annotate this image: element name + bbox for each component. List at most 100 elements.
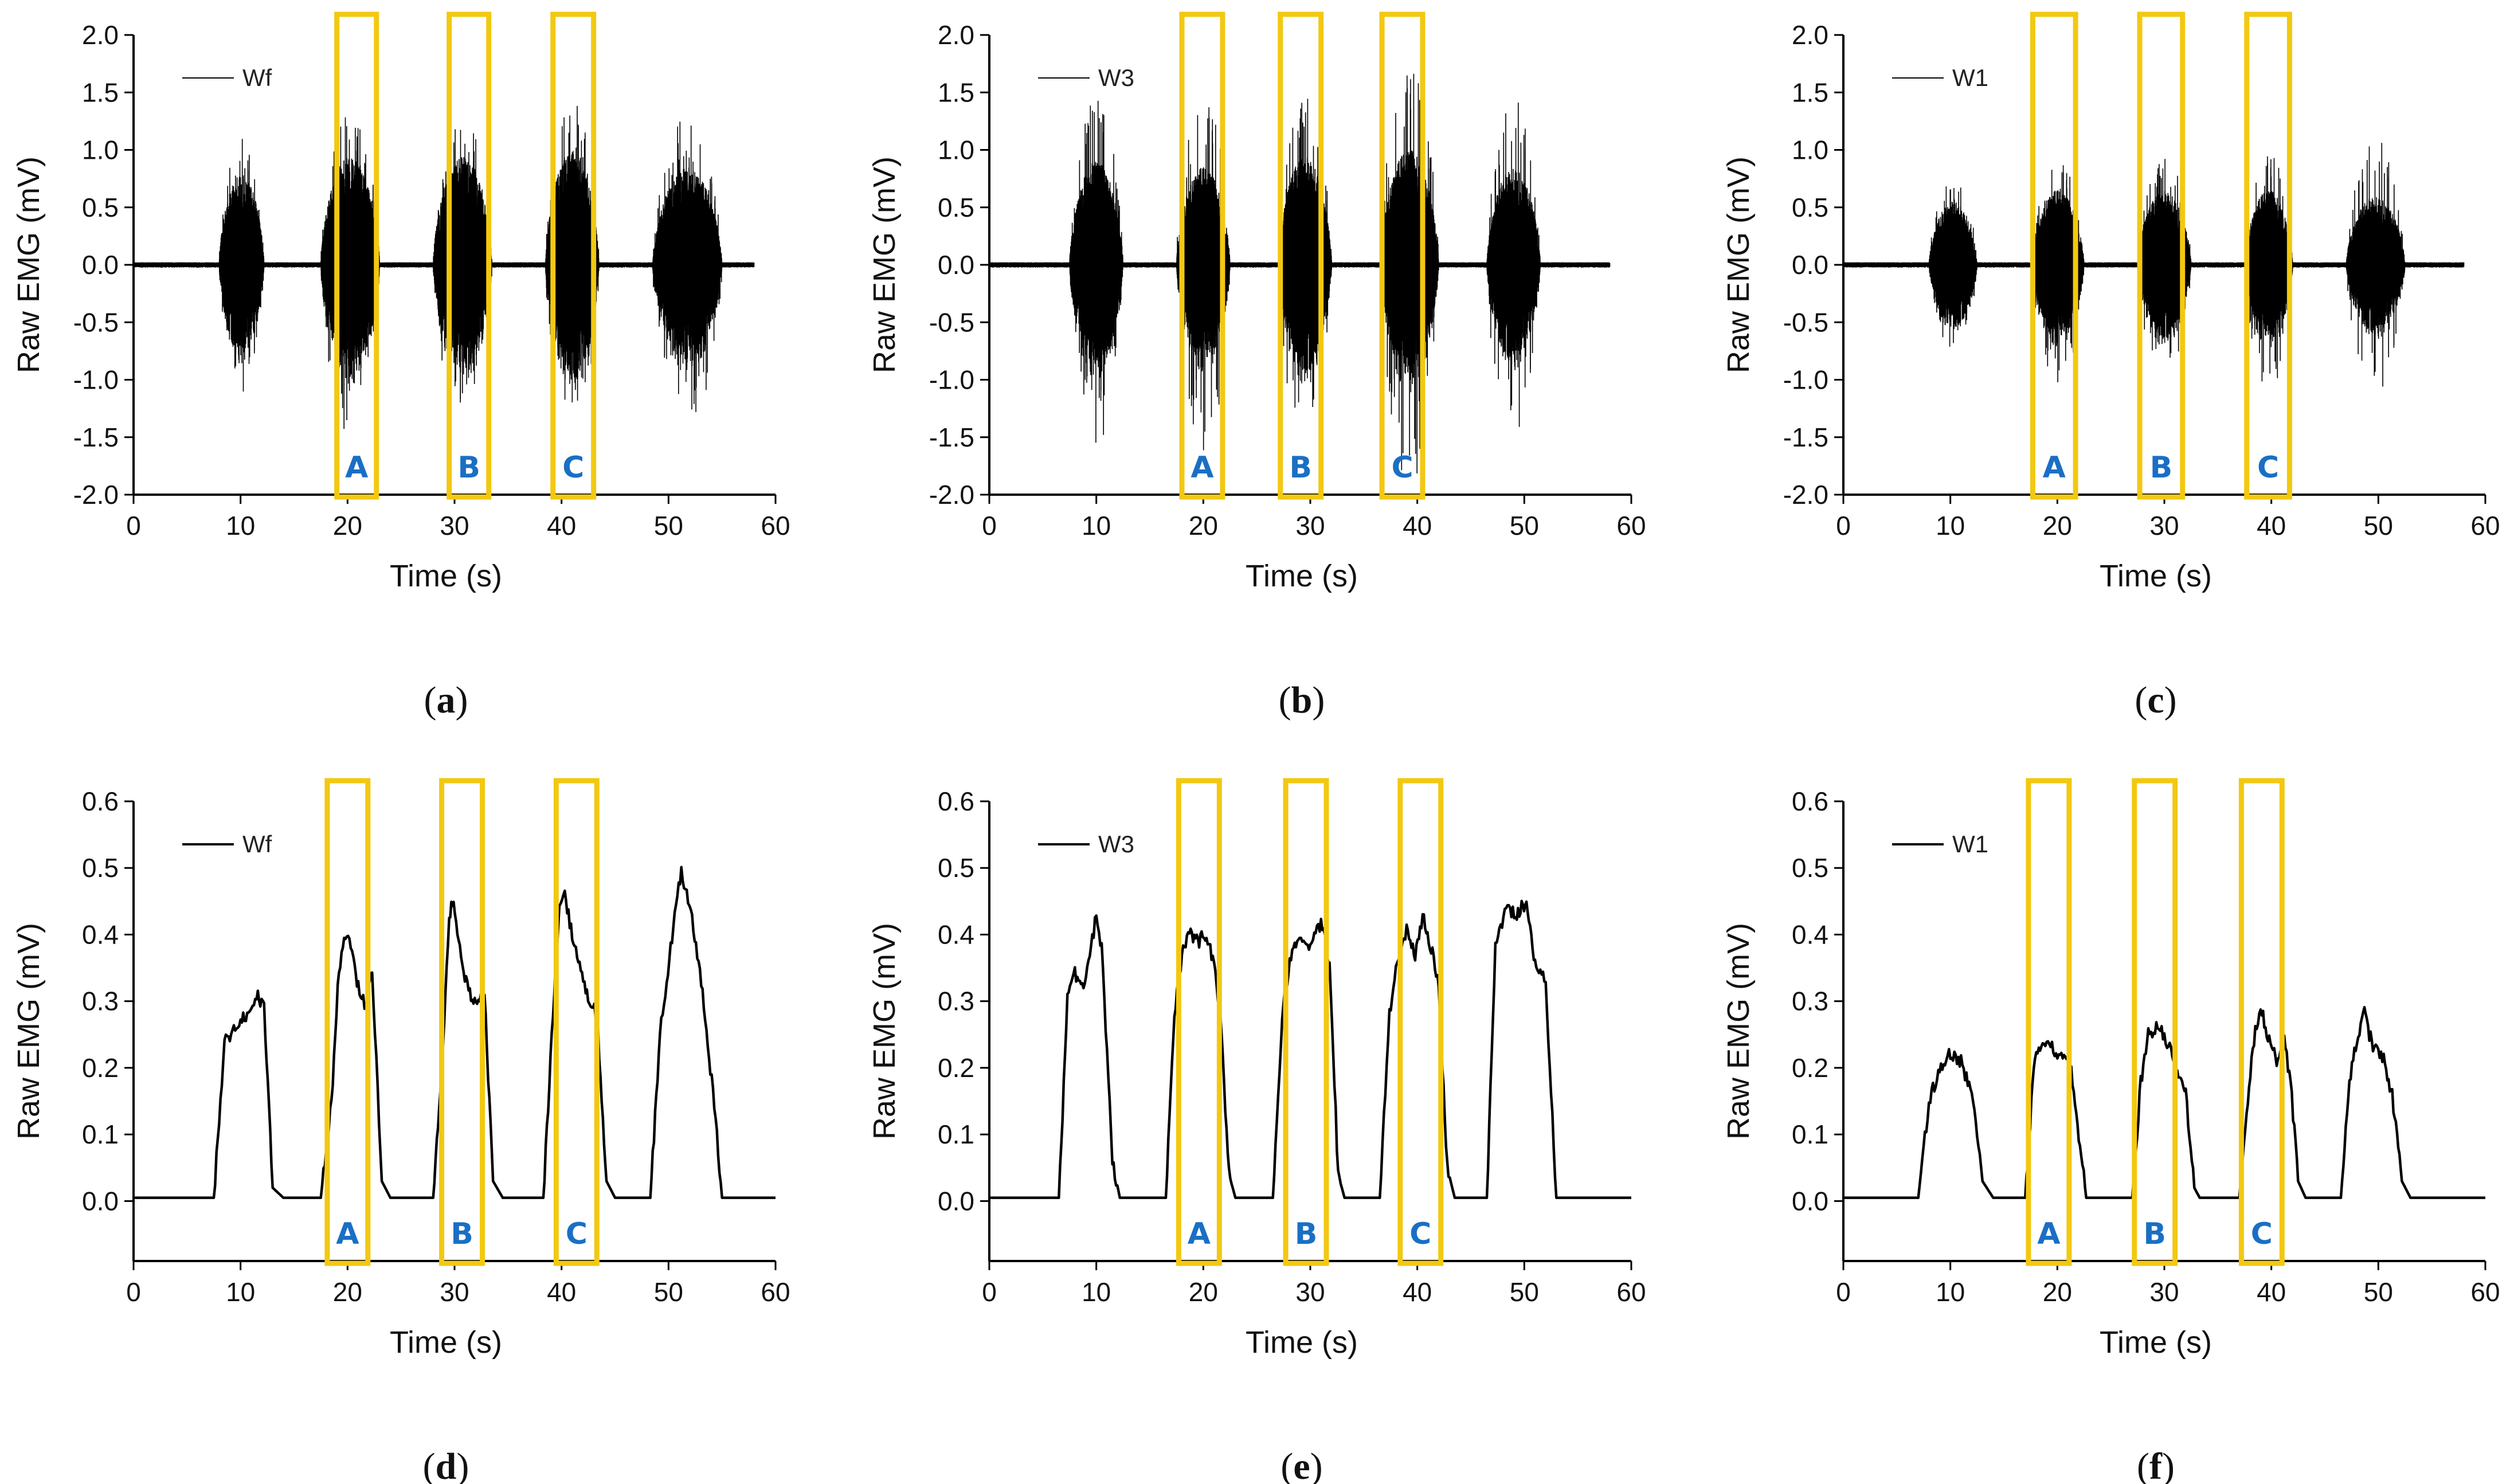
y-tick-label: 0.5 [1792,193,1828,222]
region-label: B [2143,1217,2166,1251]
x-tick-label: 0 [982,1277,997,1307]
x-tick-label: 10 [1936,511,1965,541]
x-tick-label: 30 [2149,1277,2179,1307]
highlight-region-c [1397,778,1444,1266]
panel-caption: (a) [424,679,468,721]
panel-c: 0 10 20 30 40 50 60 -2.0 -1.5 -1.0 -0.5 0.0 0.5 1.0 1.… [1721,11,2500,721]
x-tick-label: 0 [982,511,997,541]
region-label: B [457,451,480,485]
y-tick-label: 0.1 [938,1119,974,1149]
x-tick-label: 40 [1403,1277,1432,1307]
y-tick-label: -1.5 [73,422,119,452]
y-tick-label: -0.5 [929,307,974,337]
panel-caption: (f) [2137,1446,2175,1484]
x-tick-label: 10 [226,1277,255,1307]
y-tick-label: 0.6 [82,786,119,816]
y-tick-label: -2.0 [1783,480,1828,510]
x-tick-label: 0 [126,1277,141,1307]
highlight-region-b [2137,11,2186,500]
x-tick-label: 50 [2364,511,2393,541]
highlight-region-b [439,778,485,1266]
y-axis-title: Raw EMG (mV) [1721,156,1756,373]
x-tick-label: 20 [333,511,362,541]
x-tick-label: 50 [1510,511,1539,541]
y-axis-title: Raw EMG (mV) [867,923,902,1140]
x-tick-label: 20 [2043,1277,2072,1307]
legend-label: W1 [1952,64,1988,91]
y-tick-label: 0.1 [82,1119,119,1149]
y-tick-label: 0.4 [938,919,974,949]
x-tick-label: 20 [2043,511,2072,541]
y-axis-title: Raw EMG (mV) [867,156,902,373]
y-tick-label: 1.5 [1792,77,1828,107]
region-label: C [1409,1217,1431,1251]
y-tick-label: -0.5 [73,307,119,337]
y-tick-label: -2.0 [73,480,119,510]
x-tick-label: 10 [1082,1277,1111,1307]
x-axis-title: Time (s) [1246,1325,1358,1360]
x-tick-label: 10 [226,511,255,541]
x-tick-label: 50 [654,511,683,541]
y-tick-label: 0.5 [82,193,119,222]
highlight-region-b [2132,778,2178,1266]
x-tick-label: 60 [761,1277,790,1307]
region-label: A [2037,1217,2060,1251]
x-tick-label: 30 [440,511,469,541]
y-tick-label: 1.0 [1792,135,1828,165]
highlight-region-b [447,11,492,500]
legend-label: W1 [1952,831,1988,857]
y-tick-label: 0.3 [938,986,974,1016]
region-label: C [562,451,584,485]
y-tick-label: 0.3 [82,986,119,1016]
emg-envelope-trace [1843,1005,2485,1199]
y-tick-label: 1.5 [938,77,974,107]
legend-label: Wf [242,64,272,91]
y-tick-label: 0.0 [1792,1186,1828,1216]
region-label: A [1191,451,1213,485]
highlight-region-a [1179,11,1225,500]
x-tick-label: 20 [1189,1277,1218,1307]
x-tick-label: 20 [333,1277,362,1307]
y-axis-title: Raw EMG (mV) [11,156,46,373]
region-label: C [1391,451,1413,485]
highlight-region-a [2030,11,2078,500]
highlight-region-a [324,778,371,1266]
y-tick-label: 0.2 [82,1053,119,1083]
x-tick-label: 30 [1295,1277,1325,1307]
y-tick-label: 0.5 [82,853,119,883]
y-tick-label: 0.0 [1792,250,1828,280]
emg-raw-trace [1844,143,2465,387]
panel-a: 0 10 20 30 40 50 60 -2.0 -1.5 -1.0 -0.5 0.0 0.5 1.0 1.… [11,11,790,721]
y-tick-label: 0.4 [1792,919,1828,949]
x-tick-label: 50 [2364,1277,2393,1307]
y-tick-label: 0.0 [938,1186,974,1216]
x-tick-label: 30 [2149,511,2179,541]
x-axis-title: Time (s) [390,559,502,593]
x-tick-label: 60 [761,511,790,541]
panel-caption: (b) [1279,679,1325,721]
y-tick-label: 0.6 [938,786,974,816]
y-tick-label: 0.0 [82,1186,119,1216]
region-label: B [2150,451,2173,485]
x-tick-label: 30 [440,1277,469,1307]
highlight-region-c [2244,11,2292,500]
legend-label: Wf [242,831,272,857]
x-tick-label: 0 [1836,511,1851,541]
region-label: C [2257,451,2279,485]
highlight-region-c [550,11,597,500]
highlight-region-c [2238,778,2285,1266]
x-axis-title: Time (s) [1246,559,1358,593]
region-label: A [336,1217,359,1251]
y-tick-label: -1.0 [1783,365,1828,395]
panel-caption: (d) [423,1446,469,1484]
region-label: C [566,1217,588,1251]
emg-envelope-trace [133,866,776,1199]
emg-raw-trace [134,105,755,429]
x-tick-label: 60 [2470,511,2500,541]
y-tick-label: 0.0 [82,250,119,280]
y-tick-label: -2.0 [929,480,974,510]
y-tick-label: 0.2 [1792,1053,1828,1083]
y-tick-label: 1.0 [82,135,119,165]
y-tick-label: 0.6 [1792,786,1828,816]
y-tick-label: 2.0 [938,20,974,50]
